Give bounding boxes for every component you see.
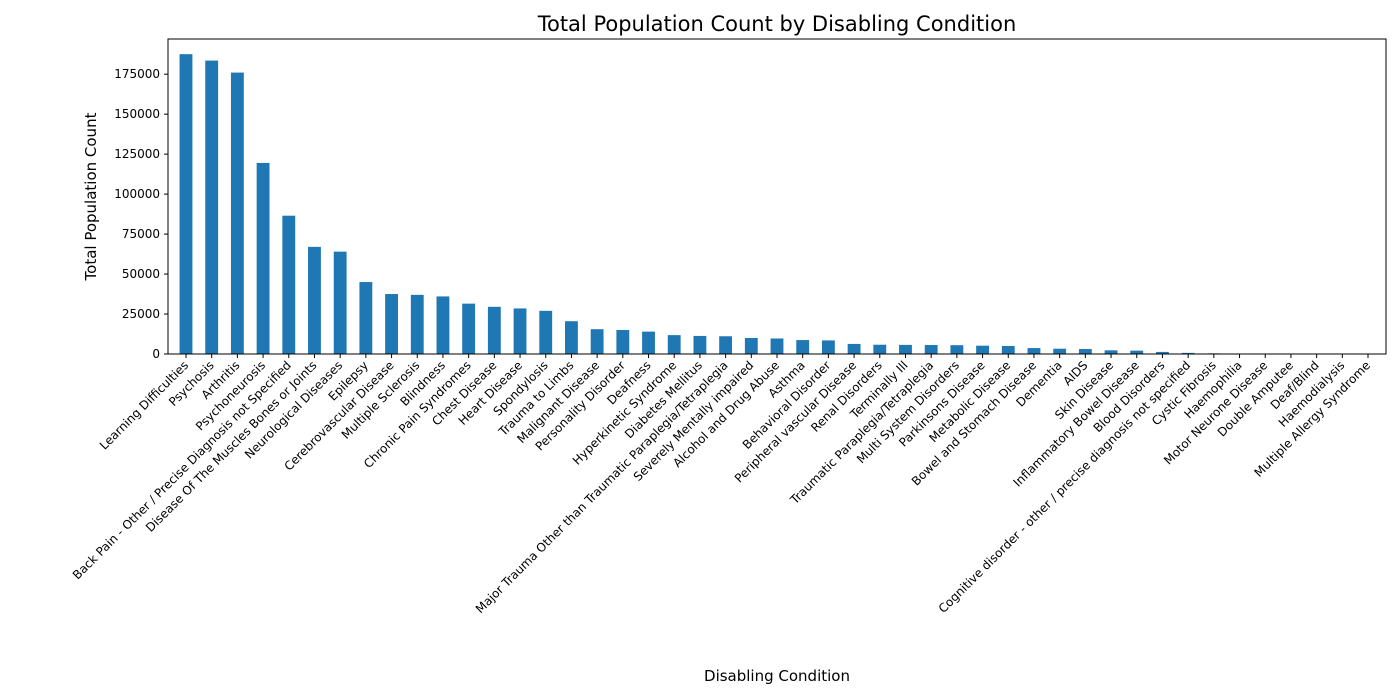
bar	[1104, 350, 1118, 354]
bar	[616, 330, 630, 354]
y-tick-label: 150000	[114, 107, 160, 121]
y-tick-label: 50000	[122, 267, 160, 281]
bar	[873, 344, 887, 354]
bar	[796, 340, 810, 354]
y-tick-label: 125000	[114, 147, 160, 161]
bar	[1181, 352, 1195, 354]
bar	[744, 338, 758, 354]
bar	[590, 329, 604, 354]
bar	[179, 54, 193, 354]
bar	[359, 282, 373, 354]
bar	[539, 310, 553, 354]
bar	[1130, 350, 1144, 354]
chart-title: Total Population Count by Disabling Cond…	[537, 12, 1017, 36]
bar	[1053, 348, 1067, 354]
y-tick-label: 25000	[122, 307, 160, 321]
bar	[1078, 349, 1092, 354]
bar	[821, 340, 835, 354]
y-tick-label: 175000	[114, 67, 160, 81]
bar	[256, 162, 270, 354]
bar	[308, 246, 321, 354]
bar	[899, 344, 912, 354]
bar	[462, 303, 476, 354]
bar	[770, 338, 784, 354]
bar	[1156, 351, 1169, 354]
y-tick-label: 0	[152, 347, 160, 361]
bar	[847, 343, 861, 354]
bar	[333, 251, 347, 354]
bar	[667, 335, 681, 354]
bar	[719, 336, 733, 354]
plot-frame	[167, 38, 1387, 355]
bar	[410, 294, 424, 354]
bar	[385, 294, 398, 354]
y-tick-label: 75000	[122, 227, 160, 241]
bar	[1001, 346, 1015, 354]
bar	[565, 321, 578, 354]
bar	[230, 72, 244, 355]
y-axis-title: Total Population Count	[82, 112, 100, 281]
bar	[487, 306, 501, 354]
bar	[513, 308, 527, 354]
bar	[436, 296, 450, 354]
bar	[282, 215, 296, 354]
bar	[924, 345, 938, 354]
bar	[642, 331, 655, 354]
bar	[976, 345, 989, 354]
plot-area: 0 25000 50000 75000 100000 125000 150000 175000…	[70, 54, 1375, 616]
bar	[1027, 348, 1041, 354]
bar	[205, 60, 219, 354]
bar	[693, 335, 707, 354]
y-tick-label: 100000	[114, 187, 160, 201]
bar	[950, 345, 964, 354]
x-axis-title: Disabling Condition	[704, 667, 850, 685]
